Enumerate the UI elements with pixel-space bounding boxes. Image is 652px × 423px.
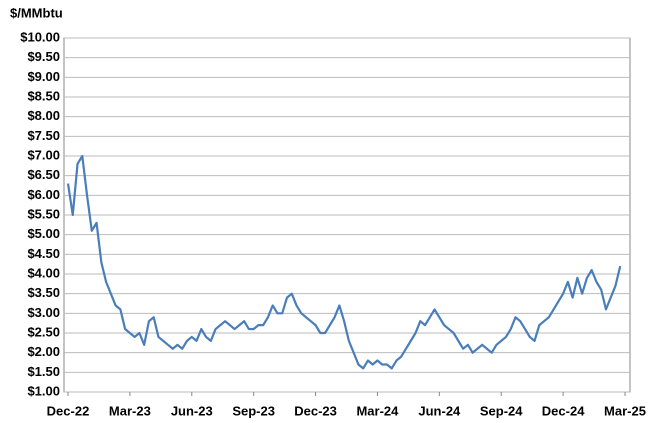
y-tick-label: $3.00 <box>27 305 60 320</box>
x-tick-label: Mar-24 <box>356 403 399 418</box>
x-tick-label: Dec-24 <box>542 403 585 418</box>
price-line <box>66 154 622 370</box>
y-tick-label: $4.50 <box>27 246 60 261</box>
y-tick-label: $2.00 <box>27 344 60 359</box>
y-tick-label: $9.00 <box>27 69 60 84</box>
y-tick-label: $5.00 <box>27 226 60 241</box>
x-tick-label: Dec-22 <box>47 403 90 418</box>
y-tick-label: $8.00 <box>27 108 60 123</box>
y-tick-label: $1.00 <box>27 383 60 398</box>
y-tick-label: $8.50 <box>27 88 60 103</box>
y-tick-label: $6.50 <box>27 167 60 182</box>
y-tick-label: $10.00 <box>20 29 60 44</box>
x-tick-label: Jun-23 <box>171 403 213 418</box>
chart-title: $/MMbtu <box>10 5 63 20</box>
y-tick-label: $3.50 <box>27 285 60 300</box>
y-tick-label: $2.50 <box>27 324 60 339</box>
y-tick-label: $4.00 <box>27 265 60 280</box>
y-tick-label: $6.00 <box>27 187 60 202</box>
y-tick-label: $1.50 <box>27 364 60 379</box>
y-tick-label: $7.00 <box>27 147 60 162</box>
y-tick-label: $5.50 <box>27 206 60 221</box>
y-tick-label: $7.50 <box>27 128 60 143</box>
y-tick-label: $9.50 <box>27 49 60 64</box>
x-tick-label: Dec-23 <box>294 403 337 418</box>
x-tick-label: Mar-25 <box>604 403 646 418</box>
x-tick-label: Sep-24 <box>480 403 523 418</box>
x-tick-label: Jun-24 <box>418 403 461 418</box>
x-tick-label: Sep-23 <box>232 403 275 418</box>
x-tick-label: Mar-23 <box>109 403 151 418</box>
